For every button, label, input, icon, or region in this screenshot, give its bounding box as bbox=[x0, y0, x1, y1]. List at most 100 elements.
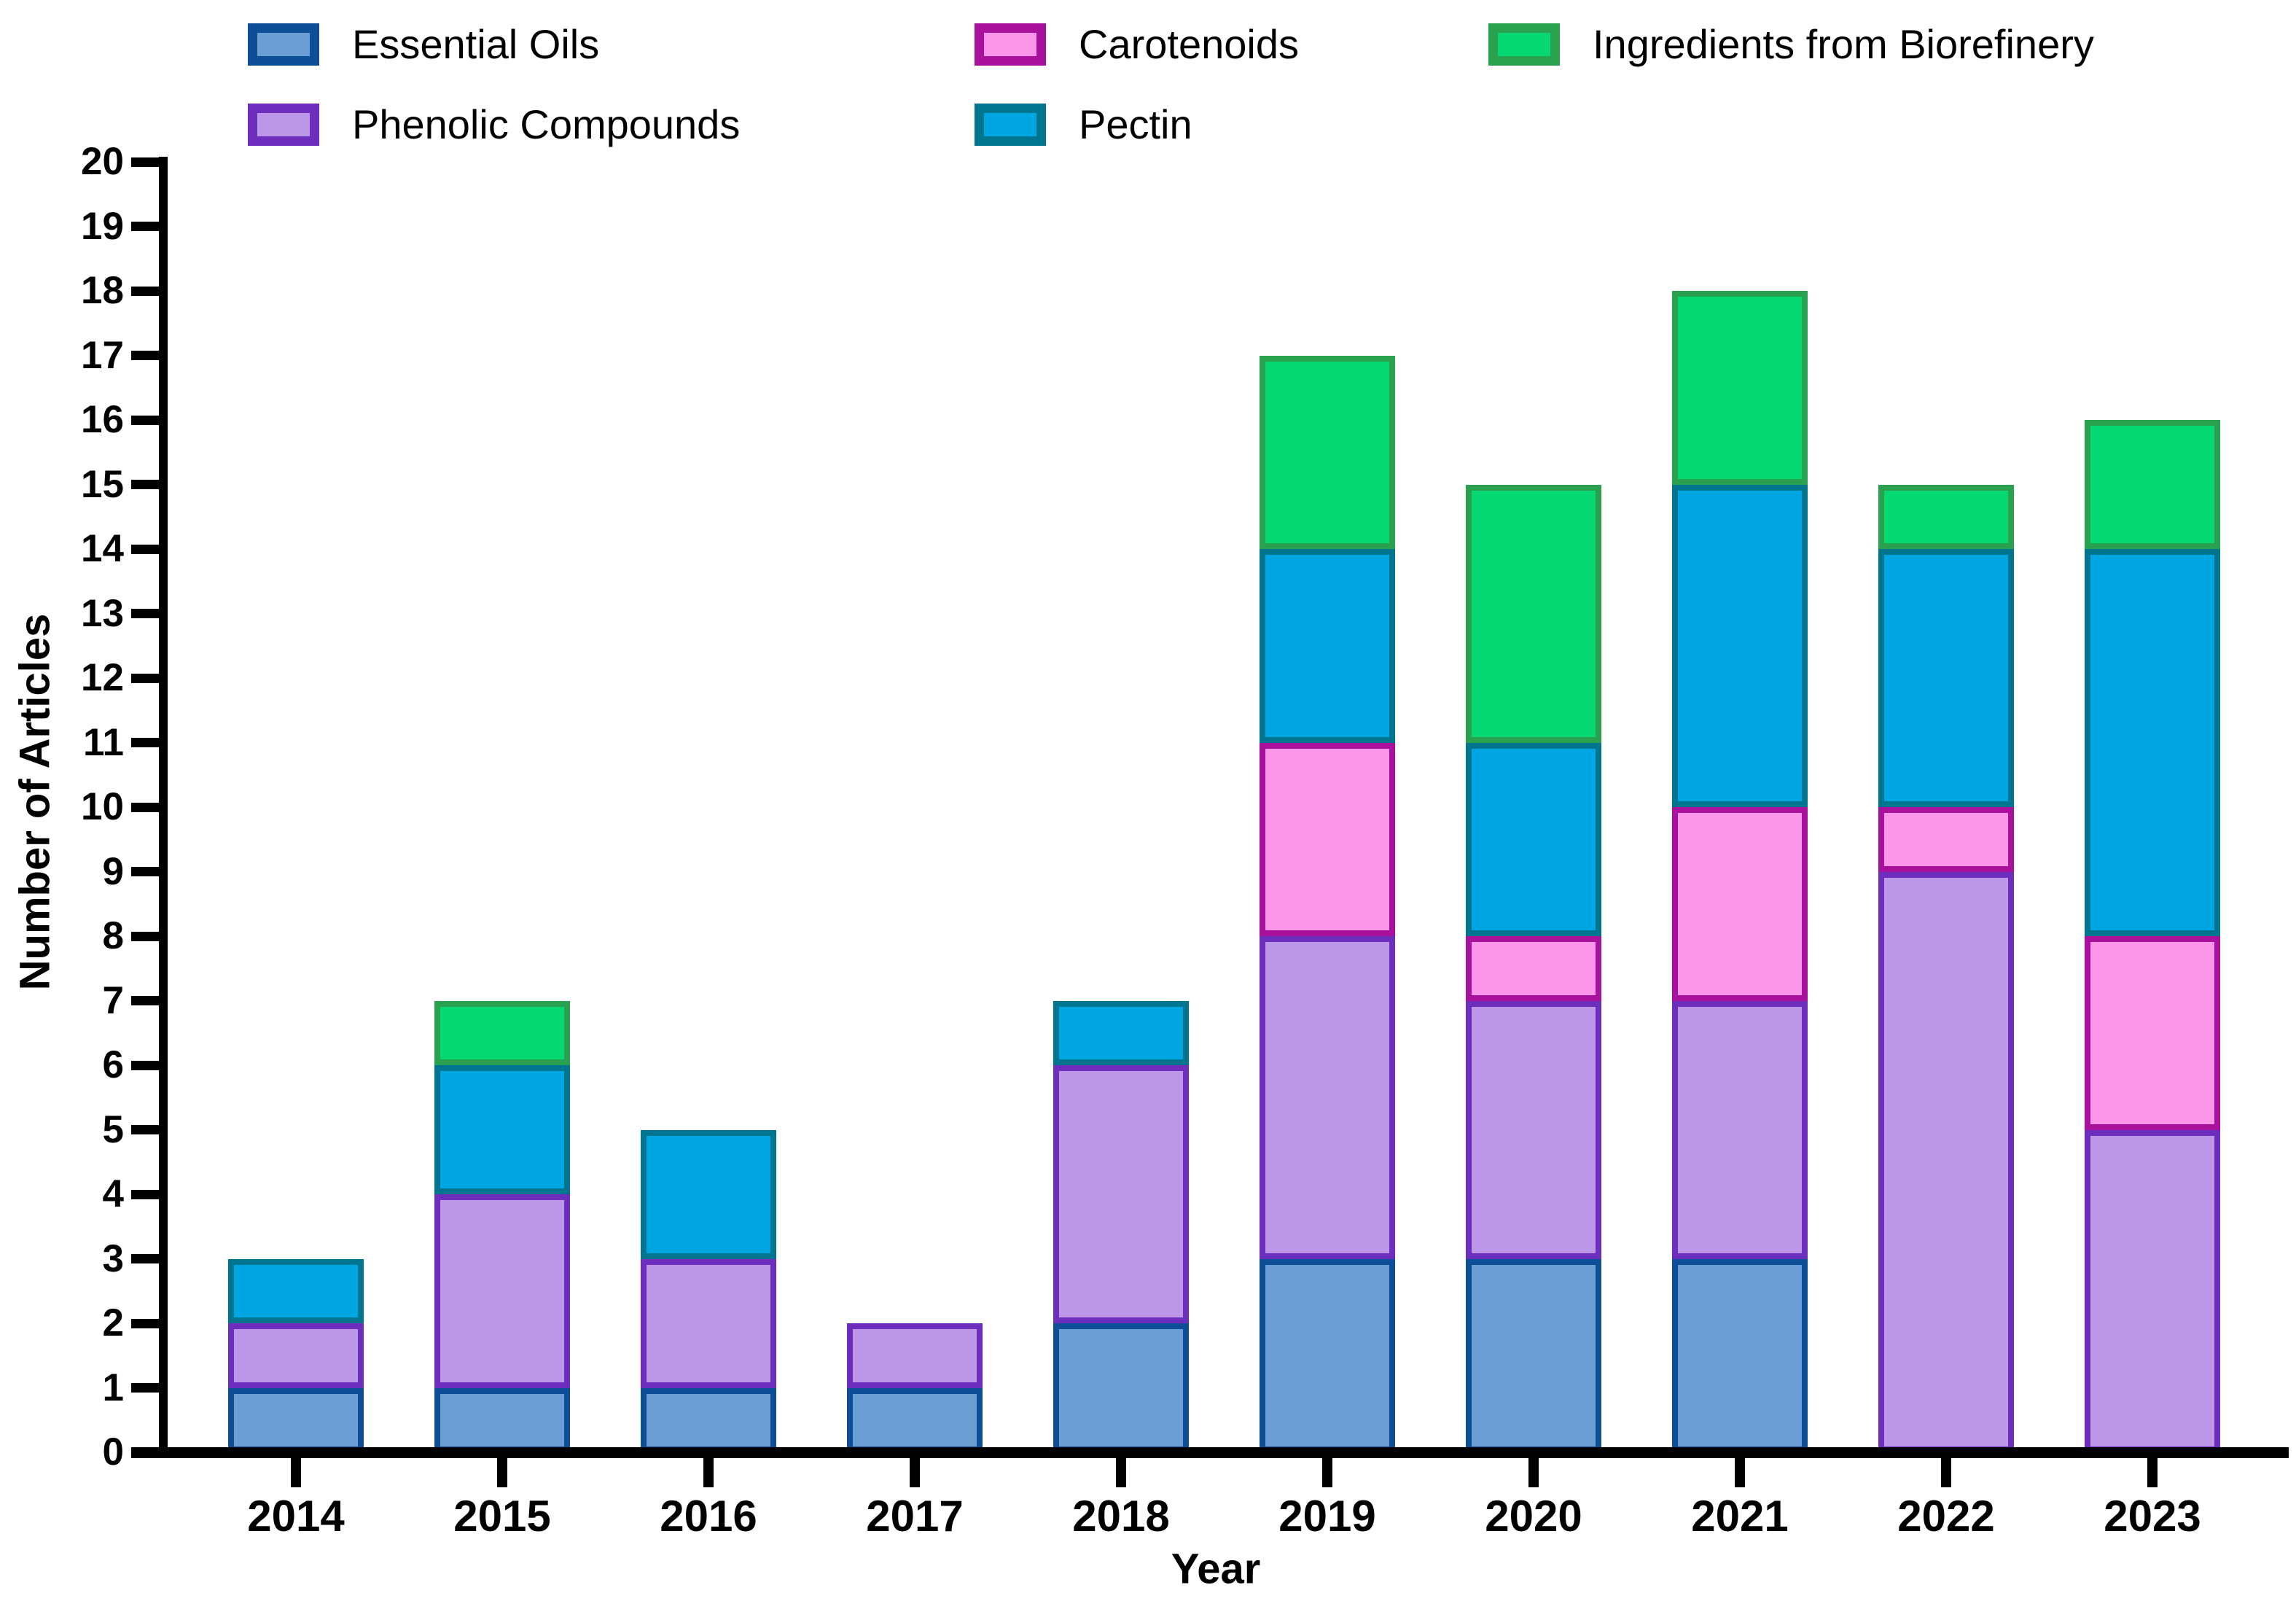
bar-segment-carotenoids-2019 bbox=[1260, 742, 1395, 936]
bar-segment-pectin-2019 bbox=[1260, 549, 1395, 743]
bar-segment-phenolic-compounds-2022 bbox=[1878, 871, 2014, 1452]
x-tick-label-2015: 2015 bbox=[453, 1492, 551, 1541]
x-tick bbox=[910, 1458, 920, 1487]
y-tick-label: 2 bbox=[102, 1301, 124, 1344]
legend-item-phenolic-compounds: Phenolic Compounds bbox=[248, 104, 740, 146]
bar-segment-phenolic-compounds-2020 bbox=[1466, 1000, 1601, 1259]
y-tick bbox=[131, 1383, 159, 1393]
y-tick bbox=[131, 802, 159, 812]
bar-segment-ingredients-from-biorefinery-2015 bbox=[434, 1000, 570, 1065]
x-tick-label-2014: 2014 bbox=[247, 1492, 345, 1541]
x-tick bbox=[1941, 1458, 1951, 1487]
y-tick-label: 17 bbox=[81, 333, 124, 377]
legend-label-carotenoids: Carotenoids bbox=[1079, 21, 1299, 67]
y-tick-label: 10 bbox=[81, 785, 124, 828]
y-tick-label: 5 bbox=[102, 1107, 124, 1151]
bar-segment-pectin-2018 bbox=[1053, 1000, 1189, 1065]
x-tick bbox=[1528, 1458, 1539, 1487]
bar-segment-essential-oils-2021 bbox=[1672, 1258, 1808, 1452]
x-tick-label-2022: 2022 bbox=[1897, 1492, 1995, 1541]
y-axis-title: Number of Articles bbox=[11, 613, 59, 991]
y-tick bbox=[131, 673, 159, 683]
bar-segment-pectin-2022 bbox=[1878, 549, 2014, 807]
bar-segment-ingredients-from-biorefinery-2019 bbox=[1260, 355, 1395, 549]
carotenoids-swatch-icon bbox=[975, 23, 1046, 66]
y-tick bbox=[131, 867, 159, 876]
bar-segment-carotenoids-2023 bbox=[2085, 936, 2220, 1130]
x-tick-label-2018: 2018 bbox=[1072, 1492, 1170, 1541]
bar-segment-ingredients-from-biorefinery-2021 bbox=[1672, 291, 1808, 485]
y-tick bbox=[131, 544, 159, 554]
y-tick bbox=[131, 609, 159, 618]
bar-segment-phenolic-compounds-2019 bbox=[1260, 936, 1395, 1259]
bar-segment-pectin-2015 bbox=[434, 1065, 570, 1194]
y-tick-label: 11 bbox=[82, 720, 124, 764]
x-tick-label-2016: 2016 bbox=[660, 1492, 757, 1541]
bar-segment-ingredients-from-biorefinery-2022 bbox=[1878, 484, 2014, 549]
pectin-swatch-icon bbox=[975, 104, 1046, 146]
legend-label-pectin: Pectin bbox=[1079, 101, 1192, 147]
legend-item-pectin: Pectin bbox=[975, 104, 1192, 146]
x-axis-line bbox=[131, 1447, 2289, 1458]
y-tick-label: 15 bbox=[81, 462, 124, 506]
y-tick-label: 16 bbox=[81, 398, 124, 441]
y-tick-label: 4 bbox=[102, 1172, 124, 1215]
y-tick bbox=[131, 1060, 159, 1070]
bar-segment-pectin-2020 bbox=[1466, 742, 1601, 936]
x-tick-label-2020: 2020 bbox=[1485, 1492, 1582, 1541]
bar-segment-essential-oils-2015 bbox=[434, 1387, 570, 1452]
y-tick-label: 8 bbox=[102, 914, 124, 957]
y-tick-label: 7 bbox=[102, 978, 124, 1022]
bar-segment-phenolic-compounds-2016 bbox=[641, 1258, 776, 1388]
y-tick bbox=[131, 222, 159, 231]
x-tick bbox=[1735, 1458, 1745, 1487]
legend-label-phenolic-compounds: Phenolic Compounds bbox=[352, 101, 741, 147]
y-tick bbox=[131, 1125, 159, 1134]
y-tick-label: 6 bbox=[102, 1043, 124, 1086]
bar-segment-carotenoids-2022 bbox=[1878, 807, 2014, 872]
x-tick-label-2019: 2019 bbox=[1278, 1492, 1376, 1541]
bar-segment-essential-oils-2017 bbox=[847, 1387, 983, 1452]
x-tick bbox=[1322, 1458, 1332, 1487]
x-tick-label-2017: 2017 bbox=[866, 1492, 964, 1541]
x-tick bbox=[2147, 1458, 2158, 1487]
bar-segment-phenolic-compounds-2018 bbox=[1053, 1065, 1189, 1323]
y-tick bbox=[131, 931, 159, 941]
bar-segment-phenolic-compounds-2021 bbox=[1672, 1000, 1808, 1259]
bar-segment-carotenoids-2020 bbox=[1466, 936, 1601, 1001]
y-tick bbox=[131, 480, 159, 489]
y-tick-label: 1 bbox=[102, 1366, 124, 1409]
y-tick-label: 20 bbox=[81, 140, 124, 183]
legend-label-ingredients-from-biorefinery: Ingredients from Biorefinery bbox=[1593, 21, 2094, 67]
y-tick bbox=[131, 415, 159, 425]
x-tick bbox=[291, 1458, 301, 1487]
y-tick bbox=[131, 1318, 159, 1328]
bar-segment-phenolic-compounds-2017 bbox=[847, 1323, 983, 1388]
bar-segment-essential-oils-2018 bbox=[1053, 1323, 1189, 1452]
y-tick bbox=[131, 157, 159, 167]
bar-segment-ingredients-from-biorefinery-2023 bbox=[2085, 420, 2220, 549]
legend-item-ingredients-from-biorefinery: Ingredients from Biorefinery bbox=[1488, 23, 2094, 66]
legend-item-carotenoids: Carotenoids bbox=[975, 23, 1299, 66]
x-tick-label-2023: 2023 bbox=[2104, 1492, 2201, 1541]
bar-segment-ingredients-from-biorefinery-2020 bbox=[1466, 484, 1601, 743]
y-tick-label: 13 bbox=[81, 591, 124, 635]
y-tick-label: 14 bbox=[81, 527, 124, 570]
y-tick bbox=[131, 1254, 159, 1263]
y-axis-spine bbox=[159, 157, 168, 1458]
ingredients-from-biorefinery-swatch-icon bbox=[1488, 23, 1560, 66]
y-tick-label: 19 bbox=[81, 204, 124, 248]
y-tick bbox=[131, 996, 159, 1005]
bar-segment-phenolic-compounds-2023 bbox=[2085, 1129, 2220, 1452]
bar-segment-pectin-2023 bbox=[2085, 549, 2220, 936]
bar-segment-pectin-2014 bbox=[228, 1258, 364, 1323]
bar-segment-pectin-2021 bbox=[1672, 484, 1808, 807]
legend-item-essential-oils: Essential Oils bbox=[248, 23, 599, 66]
y-tick bbox=[131, 1447, 159, 1457]
x-tick bbox=[703, 1458, 714, 1487]
bar-segment-phenolic-compounds-2014 bbox=[228, 1323, 364, 1388]
y-tick bbox=[131, 351, 159, 360]
phenolic-compounds-swatch-icon bbox=[248, 104, 319, 146]
bar-segment-essential-oils-2019 bbox=[1260, 1258, 1395, 1452]
